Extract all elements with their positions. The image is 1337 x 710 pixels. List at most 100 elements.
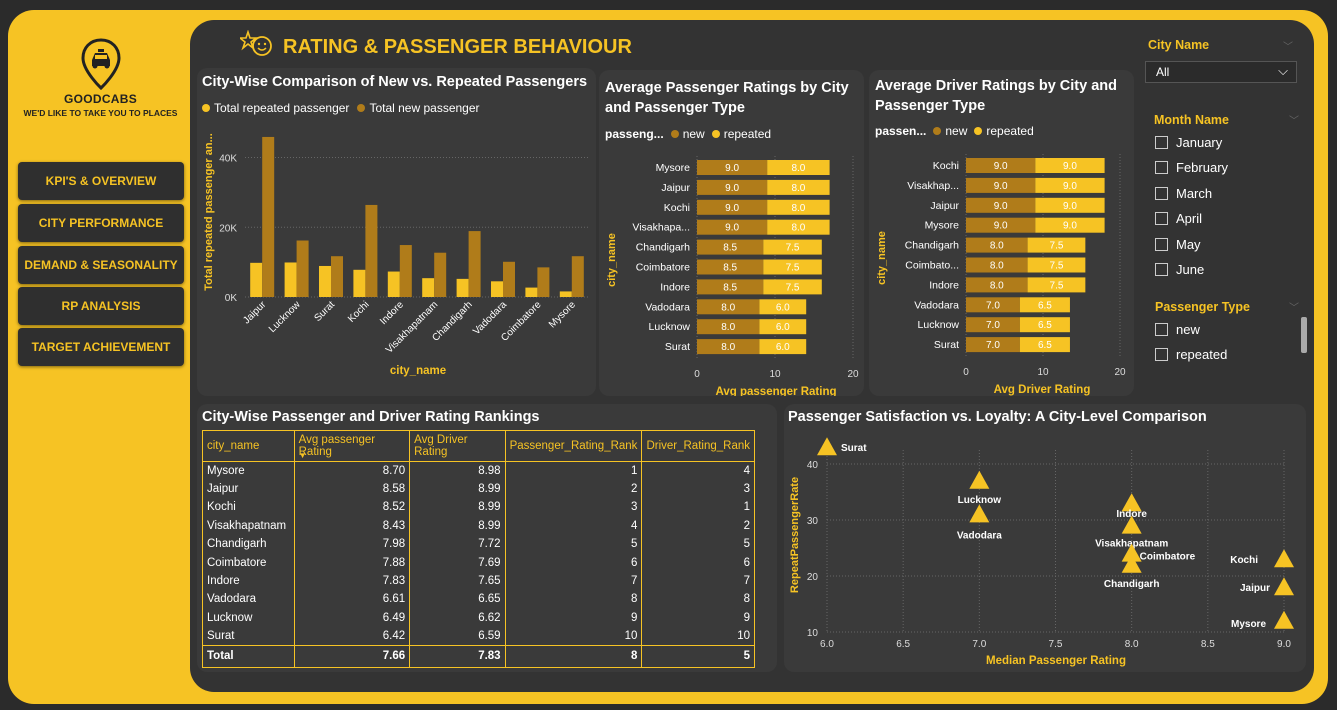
bar-repeated (1019, 337, 1070, 353)
table-cell: 1 (504, 461, 643, 480)
month-option-april[interactable]: April (1155, 211, 1202, 226)
point-label: Chandigarh (1104, 579, 1160, 590)
y-tick-label: Surat (665, 341, 690, 353)
month-option-may[interactable]: May (1155, 237, 1201, 252)
point-kochi (1274, 549, 1294, 568)
table-cell: 5 (504, 535, 643, 554)
col-passenger-rank[interactable]: Passenger_Rating_Rank (504, 430, 643, 462)
passenger-type-option-new[interactable]: new (1155, 322, 1200, 337)
checkbox-label: repeated (1176, 347, 1228, 362)
y-tick-label: 40K (219, 154, 237, 165)
checkbox[interactable] (1155, 212, 1168, 226)
bar-repeated (763, 279, 822, 295)
table-cell: 9 (504, 608, 643, 628)
data-label: 9.0 (994, 181, 1008, 192)
bar-repeated (1019, 297, 1070, 313)
nav-city-performance[interactable]: CITY PERFORMANCE (18, 204, 184, 242)
legend-dot-new (357, 104, 366, 112)
bar-repeated-surat (319, 265, 331, 297)
bar-repeated (759, 299, 807, 315)
checkbox[interactable] (1155, 348, 1168, 361)
table-row[interactable]: Mysore 8.70 8.98 1 4 (202, 461, 755, 480)
bar-new (697, 319, 760, 335)
y-tick-label: Indore (929, 279, 959, 291)
checkbox[interactable] (1155, 161, 1168, 175)
table-total-row[interactable]: Total 7.66 7.83 8 5 (202, 644, 755, 668)
bar-repeated (767, 199, 830, 215)
checkbox[interactable] (1155, 263, 1168, 276)
bar-new (697, 259, 764, 275)
point-vadodara (969, 504, 990, 523)
chevron-down-icon[interactable]: ﹀ (1289, 303, 1299, 314)
table-row[interactable]: Indore 7.83 7.65 7 7 (202, 571, 755, 591)
y-tick-label: Kochi (933, 160, 959, 172)
table-row[interactable]: Vadodara 6.61 6.65 8 8 (202, 590, 755, 609)
table-cell: 7.69 (409, 553, 506, 572)
nav-demand-seasonality[interactable]: DEMAND & SEASONALITY (18, 246, 184, 284)
col-driver-rank[interactable]: Driver_Rating_Rank (641, 430, 755, 462)
table-cell: 4 (641, 461, 755, 480)
month-option-june[interactable]: June (1155, 262, 1204, 277)
rankings-title: City-Wise Passenger and Driver Rating Ra… (202, 409, 540, 425)
col-city[interactable]: city_name (202, 430, 295, 462)
col-avg-passenger[interactable]: Avg passenger Rating ▼ (293, 430, 411, 462)
bar-repeated (759, 339, 807, 355)
table-cell: 8.43 (293, 516, 411, 536)
passenger-type-option-repeated[interactable]: repeated (1155, 347, 1227, 362)
point-label: Vadodara (957, 530, 1002, 541)
table-row[interactable]: Kochi 8.52 8.99 3 1 (202, 498, 755, 517)
table-row[interactable]: Chandigarh 7.98 7.72 5 5 (202, 535, 755, 554)
checkbox[interactable] (1155, 136, 1168, 149)
checkbox-label: March (1176, 185, 1213, 201)
month-option-january[interactable]: January (1155, 135, 1222, 150)
bar-new (697, 299, 760, 315)
nav-rp-analysis[interactable]: RP ANALYSIS (18, 287, 184, 325)
table-row[interactable]: Visakhapatnam 8.43 8.99 4 2 (202, 516, 755, 536)
table-cell: 6 (641, 553, 755, 572)
month-option-march[interactable]: March (1155, 186, 1212, 201)
avg-passenger-chart: 0 10 20 Mysore 9.0 8.0 Jaipur 9.0 8.0 Kochi 9.0 8.0… (606, 156, 859, 396)
point-label: Kochi (1230, 555, 1258, 566)
logo: GOODCABS WE'D LIKE TO TAKE YOU TO PLACES (8, 38, 193, 118)
legend-repeated: repeated (723, 127, 772, 141)
table-row[interactable]: Jaipur 8.58 8.99 2 3 (202, 479, 755, 499)
table-cell: 2 (641, 516, 755, 536)
data-label: 8.5 (723, 263, 737, 274)
x-tick-label: 10 (1037, 367, 1049, 378)
avg-passenger-title: Average Passenger Ratings by City and Pa… (605, 80, 849, 116)
checkbox[interactable] (1155, 323, 1168, 336)
y-tick-label: 10 (807, 628, 819, 639)
data-label: 7.5 (1050, 280, 1064, 291)
bar-new (966, 197, 1036, 213)
bar-new (966, 158, 1036, 173)
city-slicer-label: City Name (1148, 38, 1210, 52)
y-tick-label: Surat (934, 339, 959, 351)
col-avg-driver[interactable]: Avg Driver Rating (409, 430, 506, 462)
checkbox-label: May (1176, 236, 1201, 252)
nav-kpi-overview[interactable]: KPI'S & OVERVIEW (18, 162, 184, 200)
y-tick-label: Visakhapa... (632, 222, 690, 234)
checkbox[interactable] (1155, 237, 1168, 251)
chevron-down-icon[interactable]: ﹀ (1283, 42, 1293, 53)
bar-repeated-kochi (353, 269, 366, 297)
legend-dot-new (933, 127, 942, 135)
data-label: 8.0 (990, 241, 1004, 252)
nav-target-achievement[interactable]: TARGET ACHIEVEMENT (18, 328, 184, 366)
checkbox-label: June (1176, 262, 1205, 277)
bar-repeated-indore (387, 271, 400, 297)
month-option-february[interactable]: February (1155, 160, 1228, 175)
x-tick-label: 7.5 (1049, 639, 1063, 650)
table-cell: 4 (504, 516, 643, 536)
checkbox[interactable] (1155, 186, 1168, 200)
x-tick-label: 20 (847, 369, 859, 380)
legend-repeated: repeated (986, 124, 1034, 138)
table-row[interactable]: Coimbatore 7.88 7.69 6 6 (202, 553, 755, 572)
x-axis-label: Avg Driver Rating (994, 384, 1091, 396)
city-dropdown[interactable]: All ⌵ (1145, 61, 1297, 83)
data-label: 9.0 (1063, 201, 1077, 212)
bar-repeated (767, 179, 830, 195)
table-row[interactable]: Surat 6.42 6.59 10 10 (202, 627, 755, 646)
slicer-scrollbar[interactable] (1301, 317, 1307, 353)
table-row[interactable]: Lucknow 6.49 6.62 9 9 (202, 608, 755, 628)
chevron-down-icon[interactable]: ﹀ (1289, 116, 1299, 127)
